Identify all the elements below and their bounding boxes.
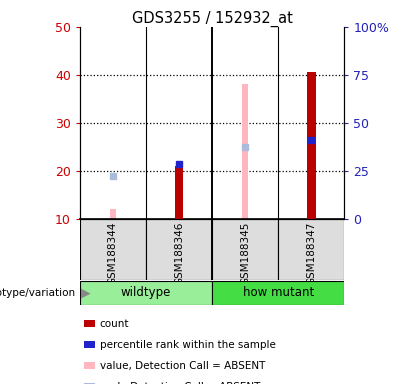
- Bar: [307, 73, 315, 219]
- Text: value, Detection Call = ABSENT: value, Detection Call = ABSENT: [100, 361, 265, 371]
- Text: count: count: [100, 318, 129, 329]
- Bar: [212, 281, 344, 305]
- Text: rank, Detection Call = ABSENT: rank, Detection Call = ABSENT: [100, 382, 260, 384]
- Bar: [278, 219, 344, 280]
- Text: GSM188347: GSM188347: [306, 222, 316, 285]
- Text: ▶: ▶: [81, 286, 90, 299]
- Bar: [175, 166, 183, 219]
- Text: wildtype: wildtype: [121, 286, 171, 299]
- Text: how mutant: how mutant: [243, 286, 314, 299]
- Text: GSM188346: GSM188346: [174, 222, 184, 285]
- Bar: [212, 219, 278, 280]
- Text: percentile rank within the sample: percentile rank within the sample: [100, 339, 276, 350]
- Bar: [146, 219, 212, 280]
- Bar: [110, 209, 116, 219]
- Bar: [80, 219, 146, 280]
- Bar: [242, 84, 248, 219]
- Title: GDS3255 / 152932_at: GDS3255 / 152932_at: [131, 11, 293, 27]
- Text: genotype/variation: genotype/variation: [0, 288, 76, 298]
- Bar: [80, 281, 212, 305]
- Text: GSM188345: GSM188345: [240, 222, 250, 285]
- Text: GSM188344: GSM188344: [108, 222, 118, 285]
